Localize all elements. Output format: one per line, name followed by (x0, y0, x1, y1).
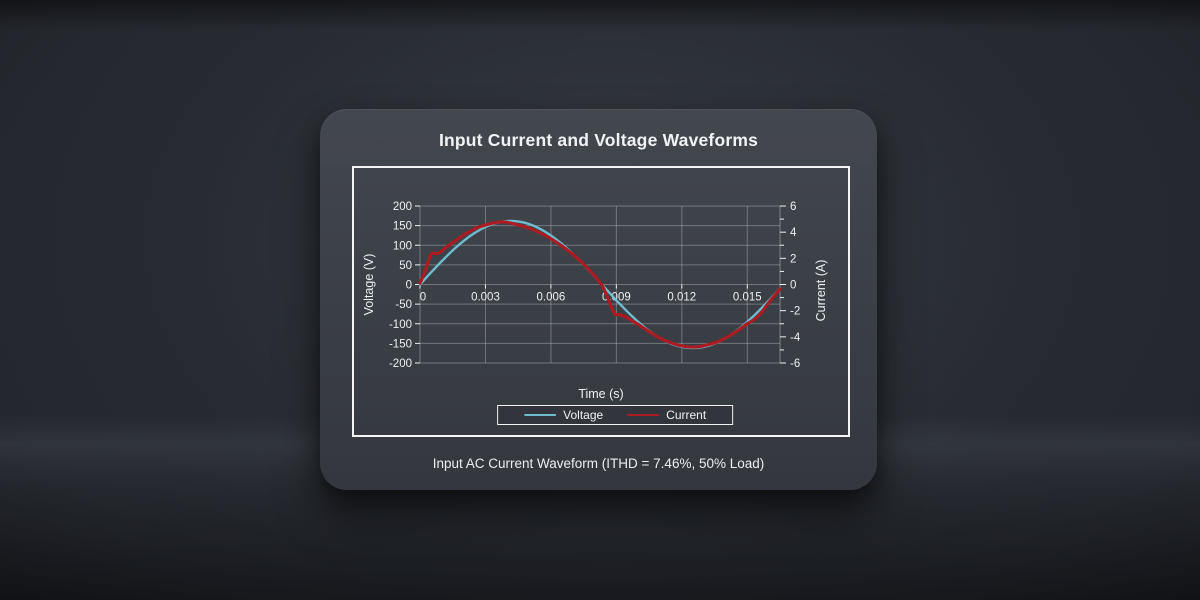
chart-caption: Input AC Current Waveform (ITHD = 7.46%,… (432, 456, 765, 471)
y-left-tick-label: 0 (406, 280, 412, 292)
y-right-tick-label: -2 (790, 306, 800, 318)
x-tick-label: 0.006 (537, 292, 566, 304)
x-tick-label: 0.015 (733, 292, 762, 304)
y-right-tick-label: 6 (790, 201, 796, 213)
y-left-tick-label: 150 (393, 221, 412, 233)
chart-card: Input Current and Voltage Waveforms 200 1… (320, 109, 877, 490)
y-right-tick-label: 0 (790, 280, 796, 292)
y-left-tick-label: -50 (395, 299, 412, 311)
legend-item-current: Current (627, 407, 707, 422)
chart-title: Input Current and Voltage Waveforms (438, 130, 759, 150)
legend-item-voltage: Voltage (524, 407, 604, 422)
x-axis-title: Time (s) (578, 387, 624, 401)
y-right-tick-label: 2 (790, 253, 796, 265)
y-left-axis-title: Voltage (V) (362, 254, 376, 316)
y-right-tick-label: -6 (790, 358, 800, 370)
legend-label-current: Current (666, 407, 707, 422)
legend-label-voltage: Voltage (563, 407, 604, 422)
current-line-swatch (627, 413, 660, 417)
y-right-tick-label: -4 (790, 332, 801, 344)
y-left-tick-label: -200 (389, 358, 412, 370)
y-left-tick-label: 50 (399, 260, 412, 272)
x-tick-label: 0 (420, 292, 426, 304)
y-left-tick-label: 200 (393, 201, 412, 213)
legend: Voltage Current (497, 405, 734, 425)
y-left-tick-label: 100 (393, 240, 412, 252)
y-left-tick-label: -150 (389, 338, 412, 350)
waveform-plot: 200 150 100 50 0 -50 -100 -150 -200 6 4 2 0 -2 -4 -6 0 0.… (362, 201, 828, 370)
current-curve (418, 220, 782, 349)
x-tick-label: 0.012 (667, 292, 696, 304)
y-left-tick-label: -100 (389, 319, 412, 331)
chart-frame: 200 150 100 50 0 -50 -100 -150 -200 6 4 2 0 -2 -4 -6 0 0.… (352, 166, 850, 437)
y-right-axis-title: Current (A) (814, 260, 828, 322)
voltage-line-swatch (524, 413, 557, 417)
x-tick-label: 0.003 (471, 292, 500, 304)
y-right-tick-label: 4 (790, 227, 797, 239)
